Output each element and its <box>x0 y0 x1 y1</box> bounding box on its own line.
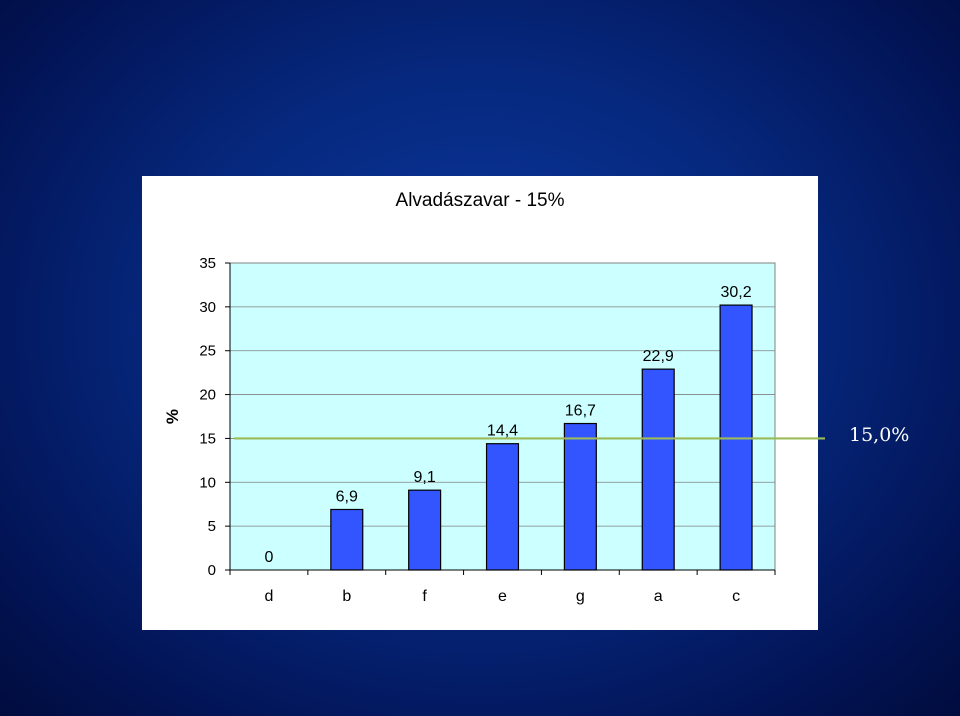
data-label: 22,9 <box>643 348 674 365</box>
chart-panel: Alvadászavar - 15% 0 5 10 15 20 25 30 35% d 0 b 6,9… <box>142 176 825 630</box>
reference-line-label: 15,0% <box>849 424 910 446</box>
chart-title: Alvadászavar - 15% <box>395 190 565 211</box>
y-tick-label: 25 <box>199 343 216 360</box>
x-tick-label: f <box>422 588 427 605</box>
y-tick-label: 15 <box>199 430 216 447</box>
bar-e <box>485 443 520 571</box>
data-label: 6,9 <box>336 488 358 505</box>
bar-f <box>408 489 442 571</box>
y-tick-label: 5 <box>208 518 216 535</box>
y-tick-label: 35 <box>199 255 216 272</box>
bar-chart: 0 5 10 15 20 25 30 35% d 0 b 6,9 f 9,1 e 14,4 g 16,7 a 22,9… <box>163 255 825 605</box>
x-tick-label: a <box>654 588 663 605</box>
x-tick-label: g <box>576 588 585 605</box>
y-tick-label: 10 <box>199 474 216 491</box>
y-axis-title: % <box>163 409 182 424</box>
data-label: 30,2 <box>721 284 752 301</box>
x-tick-label: b <box>342 588 351 605</box>
data-label: 16,7 <box>565 403 596 420</box>
bar-a <box>641 368 675 571</box>
data-label: 9,1 <box>414 469 436 486</box>
y-tick-label: 20 <box>199 387 216 404</box>
y-tick-label: 30 <box>199 299 216 316</box>
data-label: 14,4 <box>487 423 518 440</box>
bar-g <box>563 422 597 571</box>
x-tick-label: e <box>498 588 507 605</box>
x-tick-label: d <box>264 588 273 605</box>
data-label: 0 <box>264 549 273 566</box>
bar-b <box>330 508 364 571</box>
x-tick-label: c <box>732 588 740 605</box>
y-tick-label: 0 <box>208 562 216 579</box>
